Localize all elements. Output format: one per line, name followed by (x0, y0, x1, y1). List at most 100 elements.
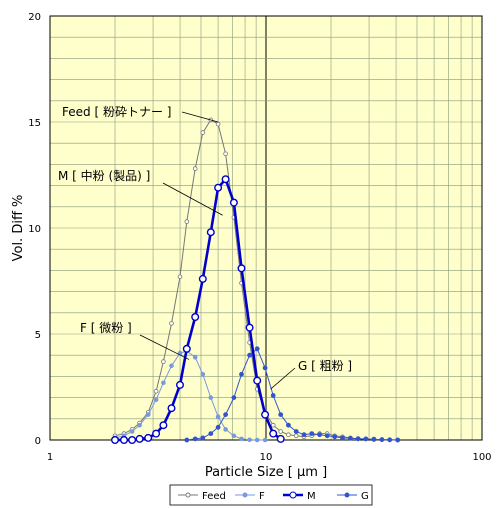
annotation-layer: Feed [ 粉砕トナー ] M [ 中粉 (製品) ] F [ 微粉 ] G [ 粗… (58, 104, 352, 390)
data-point-feed (200, 130, 206, 135)
annotation-label: M [ 中粉 (製品) ] (58, 168, 150, 183)
data-point-feed (184, 219, 190, 224)
legend-label: Feed (202, 491, 226, 502)
data-point-m (261, 410, 270, 419)
legend-item-feed: Feed (178, 491, 226, 502)
legend-item-g: G (337, 491, 369, 502)
data-point-f (231, 433, 237, 439)
data-point-m (182, 344, 191, 353)
data-point-m (135, 434, 144, 443)
data-point-f (239, 436, 244, 442)
data-point-g (324, 433, 330, 439)
annotation-label: Feed [ 粉砕トナー ] (62, 104, 171, 119)
data-point-g (215, 424, 221, 430)
data-point-g (363, 436, 369, 442)
data-point-f (223, 427, 228, 432)
data-point-g (395, 437, 401, 443)
data-point-feed (177, 274, 183, 280)
data-point-g (278, 412, 284, 418)
data-point-m (269, 429, 278, 438)
data-point-m (245, 323, 254, 332)
data-point-g (231, 395, 237, 401)
data-point-g (285, 422, 291, 428)
x-tick-labels: 1 10 100 (47, 452, 492, 463)
data-point-m (128, 436, 137, 445)
data-point-m (206, 228, 215, 237)
data-point-g (208, 431, 214, 437)
y-tick-label: 5 (35, 330, 41, 341)
series-line-m (115, 177, 282, 442)
data-point-feed (192, 166, 198, 171)
data-point-g (371, 436, 377, 442)
annotation-leader (162, 182, 223, 216)
data-point-m (276, 434, 285, 443)
data-point-feed (286, 432, 291, 438)
data-point-f (137, 422, 142, 428)
data-point-g (309, 431, 315, 437)
data-point-g (301, 432, 307, 438)
data-point-f (262, 437, 268, 443)
data-point-f (129, 429, 135, 434)
data-point-feed (215, 121, 221, 127)
data-point-g (254, 346, 260, 352)
data-point-f (200, 371, 206, 377)
data-point-f (215, 414, 221, 420)
y-tick-label: 15 (28, 118, 41, 129)
data-point-f (208, 395, 214, 400)
data-point-g (200, 435, 206, 441)
legend: Feed F M G (178, 491, 369, 502)
annotation-leader (270, 367, 296, 390)
legend-swatch-marker (242, 492, 248, 498)
data-point-m (229, 198, 238, 207)
data-point-m (167, 404, 176, 413)
data-point-f (192, 354, 198, 360)
series-layer (110, 117, 401, 445)
data-point-feed (293, 433, 299, 439)
legend-label: M (307, 491, 316, 502)
data-point-g (379, 437, 385, 443)
data-point-m (159, 421, 168, 430)
data-point-f (145, 412, 151, 417)
annotation-leader (139, 334, 190, 360)
data-point-f (169, 363, 174, 369)
data-point-g (192, 436, 198, 442)
data-point-f (161, 380, 166, 386)
data-point-f (254, 437, 260, 443)
data-point-m (214, 183, 223, 192)
data-point-m (198, 274, 207, 283)
data-point-g (317, 432, 323, 438)
data-point-g (293, 429, 299, 434)
data-point-g (355, 436, 361, 442)
legend-swatch-marker (289, 491, 297, 499)
legend-item-m: M (283, 491, 316, 502)
data-point-feed (223, 151, 228, 157)
data-point-g (184, 437, 190, 443)
legend-swatch-marker (344, 492, 350, 498)
x-axis-title: Particle Size [ μm ] (205, 465, 327, 480)
data-point-feed (270, 422, 276, 428)
series-f (112, 348, 268, 443)
annotation-g: G [ 粗粉 ] (270, 359, 352, 390)
y-tick-label: 0 (35, 436, 41, 447)
legend-item-f: F (235, 491, 265, 502)
grid (50, 16, 482, 440)
data-point-m (237, 264, 246, 273)
annotation-leader (181, 111, 219, 123)
legend-label: F (259, 491, 265, 502)
annotation-f: F [ 微粉 ] (80, 321, 190, 360)
y-tick-label: 10 (28, 224, 41, 235)
data-point-m (253, 376, 262, 385)
legend-label: G (361, 491, 369, 502)
data-point-m (110, 436, 119, 445)
annotation-label: F [ 微粉 ] (80, 321, 132, 335)
series-line-g (186, 348, 398, 441)
data-point-g (239, 371, 244, 377)
data-point-feed (169, 321, 174, 326)
data-point-g (247, 352, 253, 358)
y-tick-labels: 0 5 10 15 20 (28, 12, 41, 447)
data-point-m (221, 175, 230, 184)
data-point-m (152, 429, 161, 438)
data-point-g (387, 437, 393, 443)
annotation-m: M [ 中粉 (製品) ] (58, 168, 223, 216)
